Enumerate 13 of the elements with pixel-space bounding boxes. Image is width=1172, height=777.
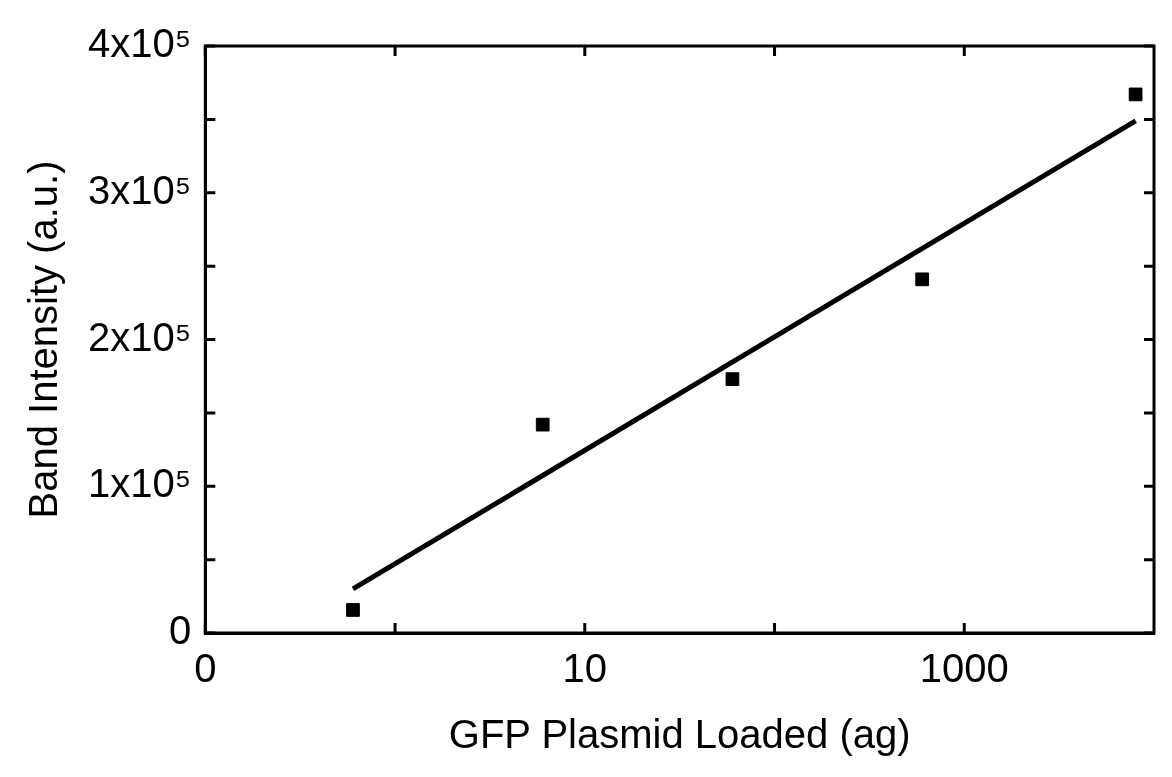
y-tick-label: 3x10⁵ <box>87 167 192 212</box>
y-tick-label: 1x10⁵ <box>87 461 192 506</box>
point <box>346 603 360 617</box>
x-axis-title: GFP Plasmid Loaded (ag) <box>448 712 911 757</box>
point <box>725 372 740 386</box>
x-tick-label: 10 <box>562 646 608 691</box>
y-axis-title: Band Intensity (a.u.) <box>21 160 66 519</box>
point <box>535 417 550 432</box>
y-tick-label: 0 <box>169 608 192 653</box>
point <box>915 272 930 287</box>
y-tick-label: 2x10⁵ <box>87 314 192 359</box>
x-tick-label: 1000 <box>919 646 1009 691</box>
y-tick-label: 4x10⁵ <box>87 21 192 66</box>
